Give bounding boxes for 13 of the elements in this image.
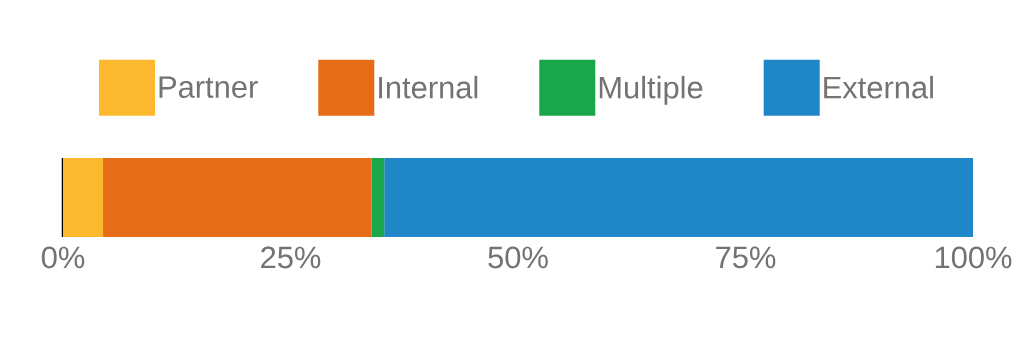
- x-tick-label: 0%: [41, 246, 85, 269]
- bar: [371, 158, 385, 237]
- x-tick-label: 100%: [935, 246, 1012, 269]
- legend-label: Internal: [379, 75, 478, 99]
- bar: [384, 158, 974, 237]
- bar: [63, 158, 104, 237]
- legend-label: Partner: [159, 76, 258, 98]
- x-tick-label: 75%: [716, 246, 776, 269]
- x-tick-label: 25%: [261, 246, 321, 269]
- x-tick-label: 50%: [488, 246, 548, 269]
- bar: [103, 158, 372, 237]
- legend-label: Multiple: [599, 75, 703, 105]
- legend-label: External: [824, 75, 933, 99]
